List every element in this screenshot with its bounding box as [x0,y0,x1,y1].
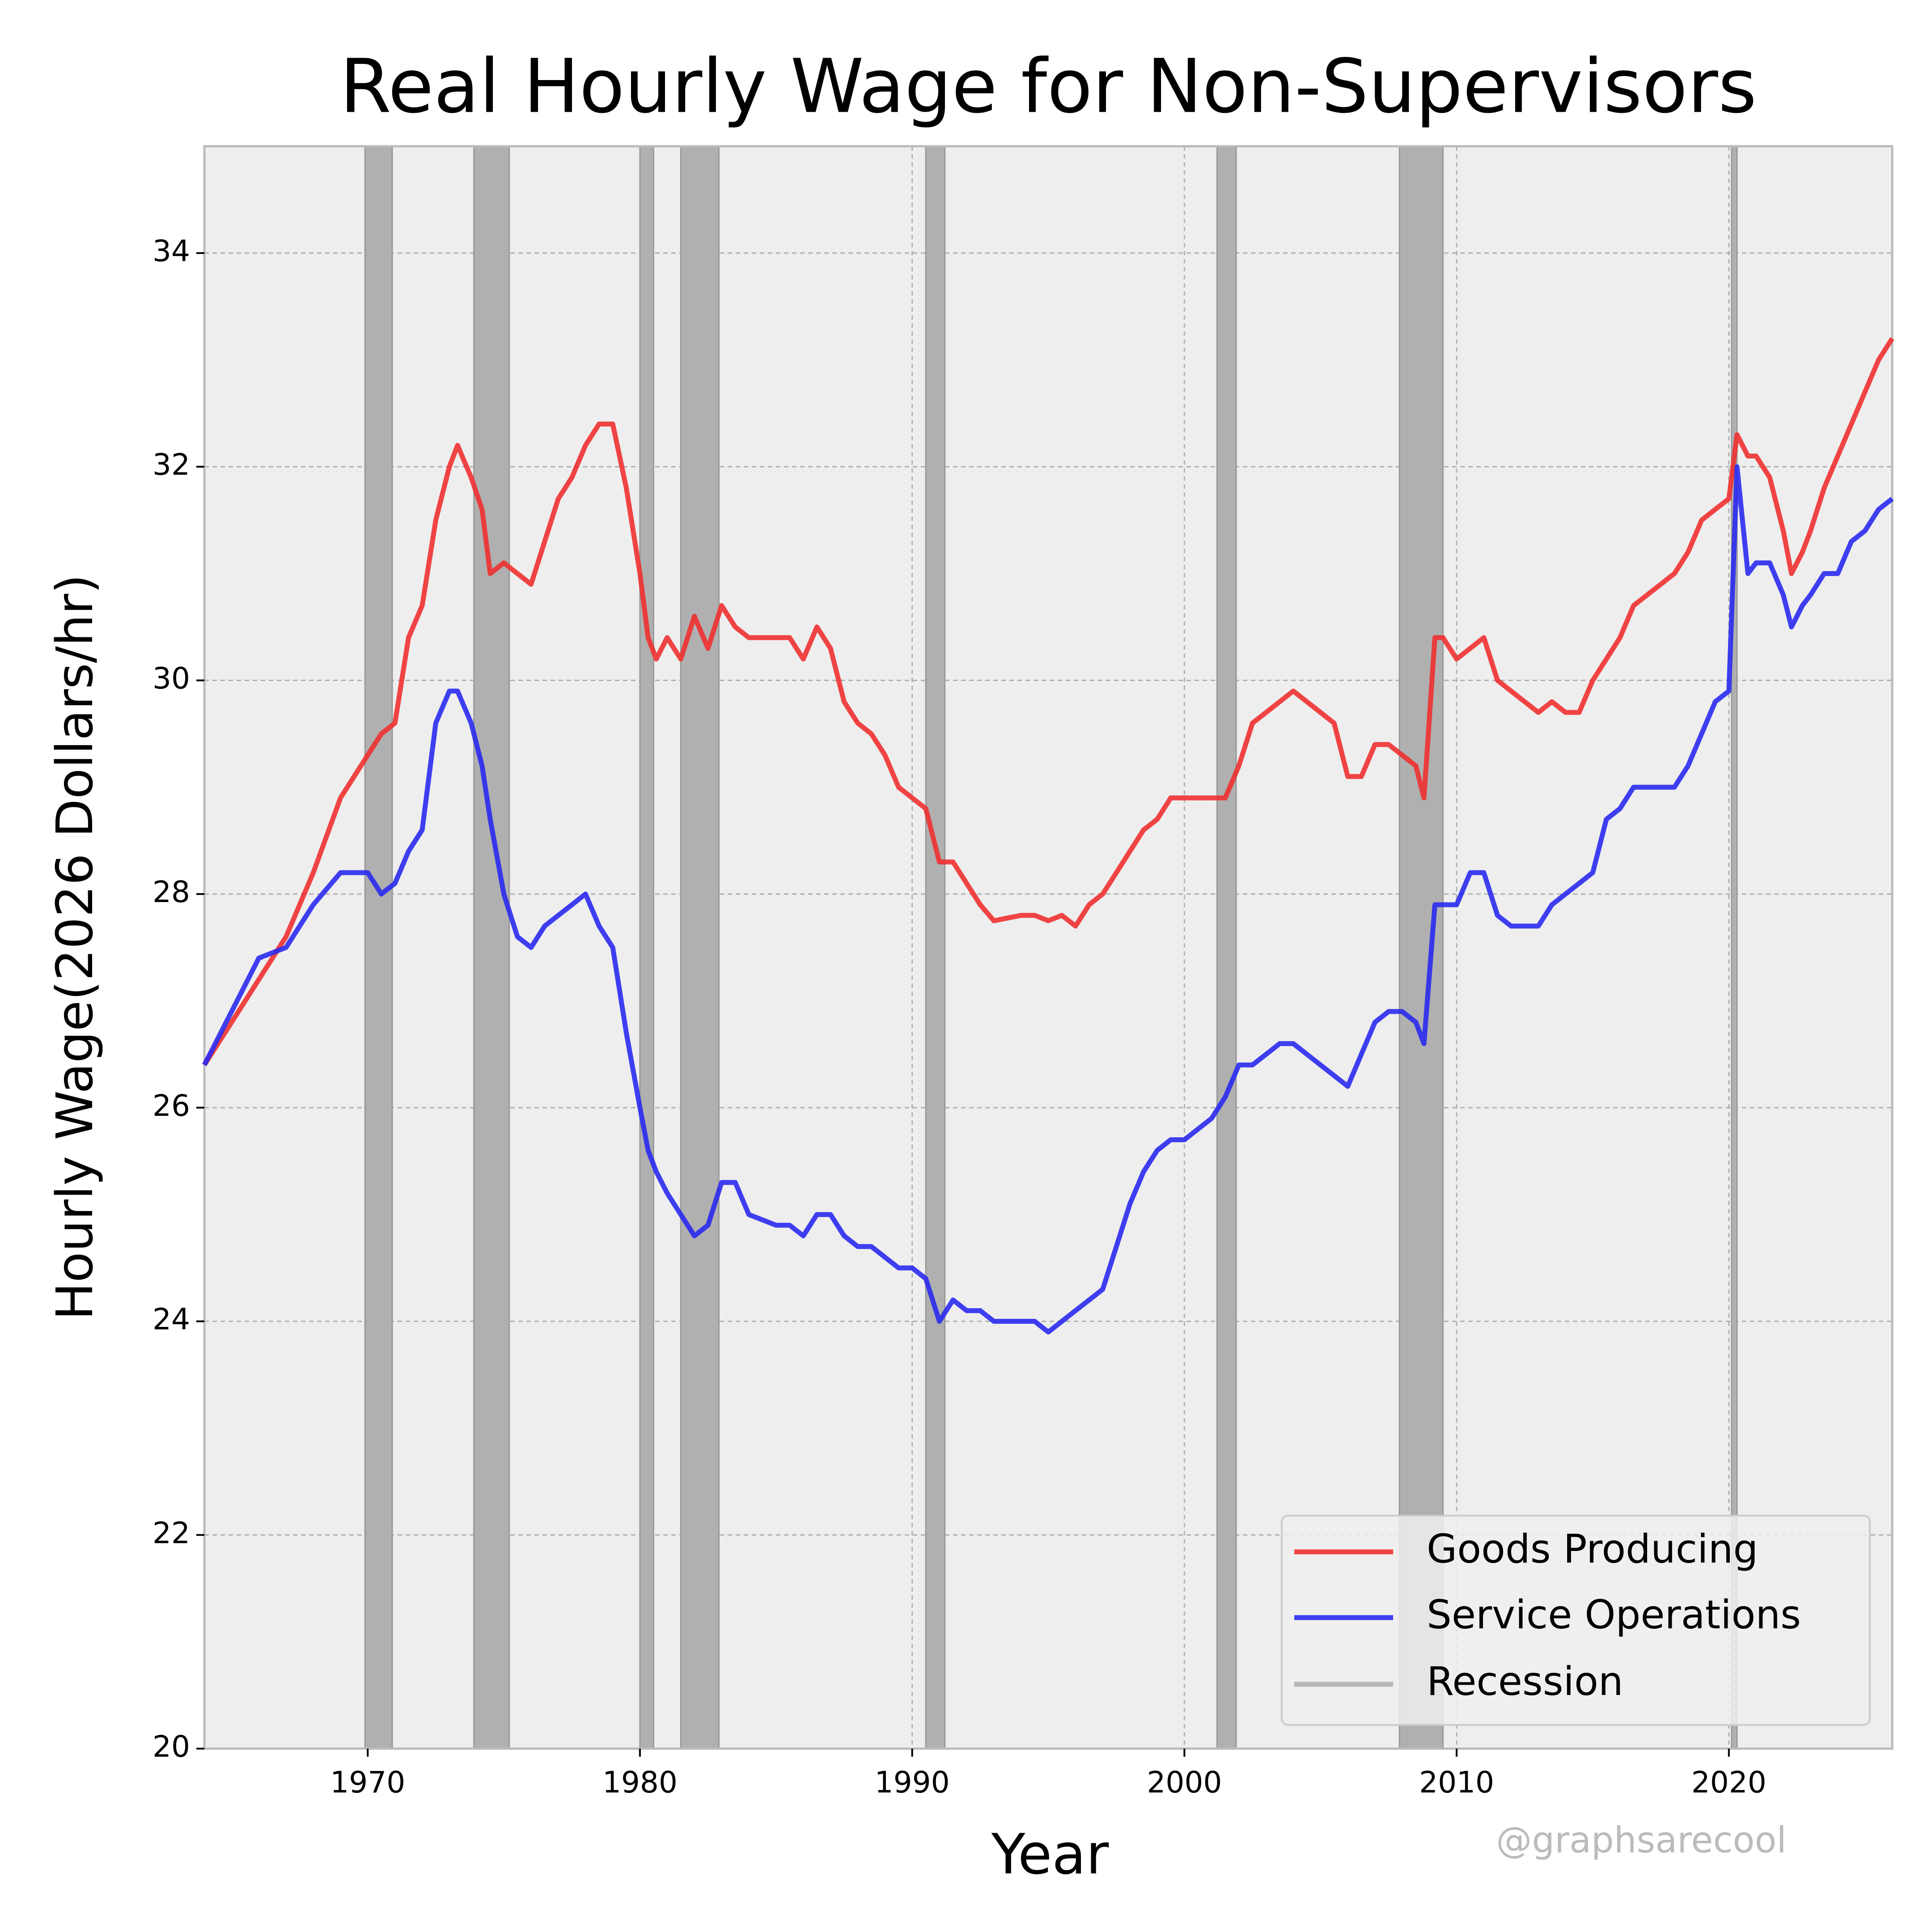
recession-band [680,145,720,1750]
legend-box [1281,1515,1871,1726]
x-tick-label: 1970 [330,1765,405,1800]
y-tick-label: 32 [153,448,190,482]
legend-label: Service Operations [1427,1592,1801,1638]
plot-background [204,146,1892,1749]
recession-band [925,145,946,1750]
y-tick-label: 34 [153,234,190,268]
series-line [202,464,1894,1335]
y-tick-label: 24 [153,1302,190,1337]
chart-title: Real Hourly Wage for Non-Supervisors [340,43,1757,130]
recession-band [1216,145,1237,1750]
recession-band [639,145,654,1750]
x-tick-label: 2020 [1691,1765,1767,1800]
recession-band [364,145,393,1750]
y-tick-label: 28 [153,875,190,909]
watermark: @graphsarecool [1496,1819,1786,1861]
y-tick-label: 20 [153,1729,190,1764]
x-tick-label: 2000 [1147,1765,1222,1800]
x-tick-label: 2010 [1419,1765,1494,1800]
y-tick-label: 30 [153,661,190,695]
legend-label: Goods Producing [1427,1526,1758,1572]
x-tick-label: 1990 [875,1765,950,1800]
y-tick-label: 22 [153,1516,190,1550]
x-axis-label: Year [991,1822,1109,1887]
plot-frame [203,145,1894,1750]
x-tick-label: 1980 [602,1765,678,1800]
series-line [202,337,1894,1067]
y-tick-label: 26 [153,1089,190,1123]
recession-band [1398,145,1444,1750]
recession-band [473,145,510,1750]
recession-band [1731,145,1738,1750]
legend-label: Recession [1427,1658,1623,1704]
y-axis-label: Hourly Wage(2026 Dollars/hr) [46,574,104,1320]
